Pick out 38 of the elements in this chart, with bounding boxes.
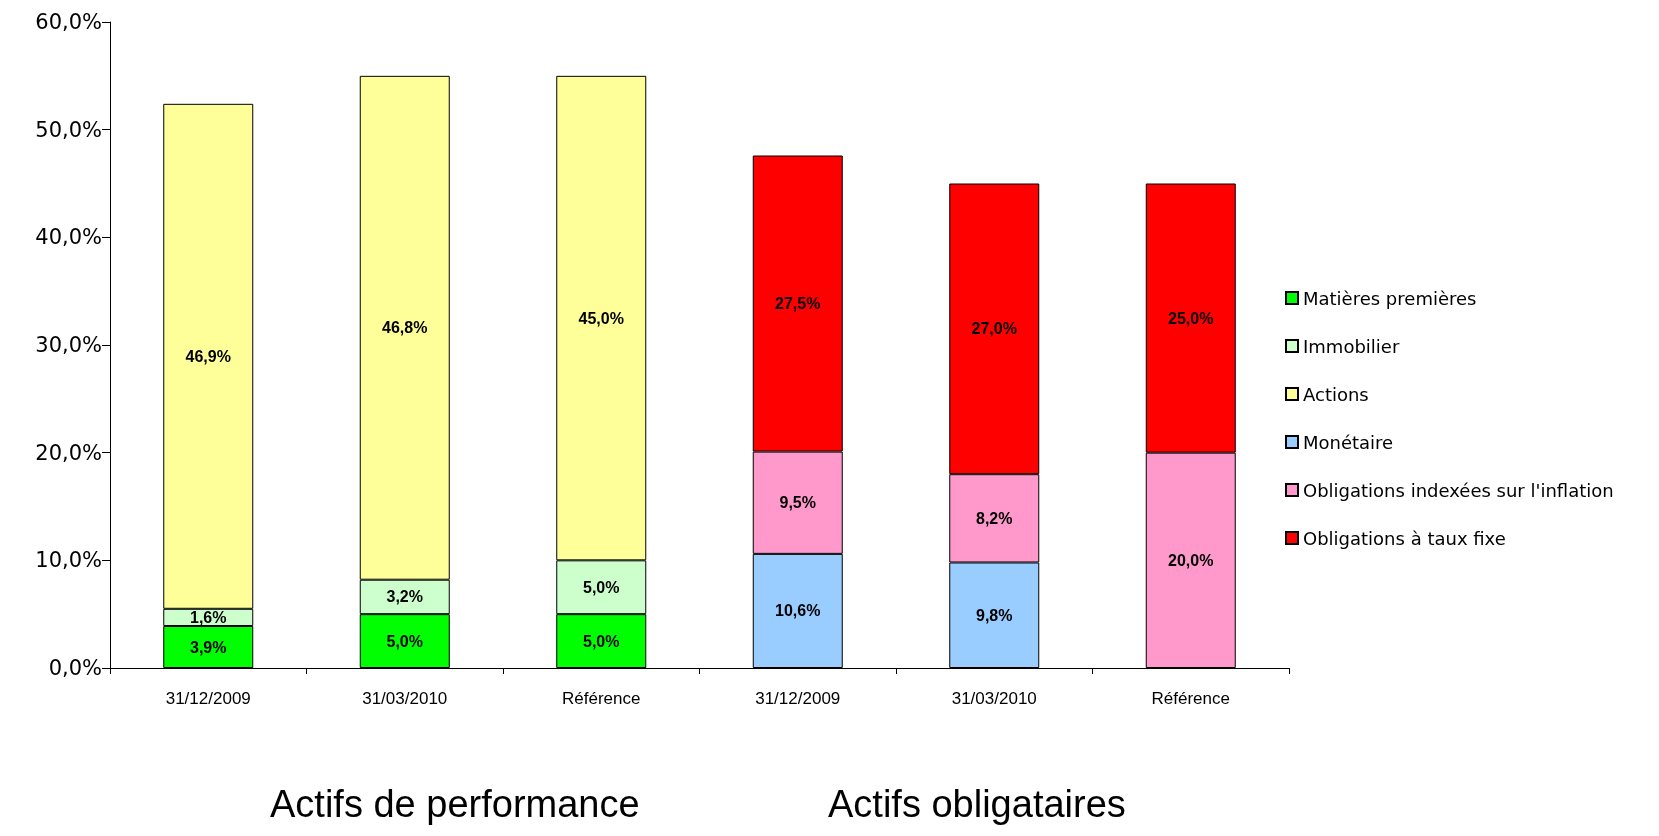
legend-label: Matières premières — [1303, 287, 1477, 309]
y-tick-label: 30,0% — [35, 333, 102, 357]
legend-label: Monétaire — [1303, 431, 1394, 453]
data-label: 9,8% — [976, 606, 1013, 624]
text: Actifs obligataires — [828, 783, 1126, 825]
y-tick-label: 0,0% — [48, 656, 102, 680]
y-tick-label: 50,0% — [35, 117, 102, 142]
data-label: 25,0% — [1168, 309, 1214, 327]
y-tick-label: 60,0% — [35, 10, 102, 34]
data-label: 5,0% — [386, 632, 423, 650]
data-label: 46,8% — [382, 319, 428, 337]
data-label: 9,5% — [779, 494, 816, 512]
data-label: 45,0% — [578, 309, 624, 327]
data-label: 27,0% — [971, 320, 1017, 338]
x-tick-label: 31/12/2009 — [165, 689, 251, 708]
legend-label: Immobilier — [1303, 335, 1400, 357]
legend-label: Actions — [1303, 383, 1369, 405]
y-tick-label: 20,0% — [35, 440, 102, 465]
data-label: 3,9% — [190, 638, 227, 656]
x-tick-label: 31/03/2010 — [951, 689, 1037, 708]
legend-label: Obligations indexées sur l'inflation — [1303, 479, 1614, 501]
data-label: 1,6% — [190, 608, 227, 626]
x-tick-label: 31/12/2009 — [755, 689, 841, 708]
text: Actifs de performance — [270, 783, 640, 825]
y-tick-label: 10,0% — [35, 548, 102, 573]
x-tick-label: Référence — [1151, 689, 1230, 708]
data-label: 3,2% — [386, 588, 423, 606]
data-label: 27,5% — [775, 295, 821, 313]
data-label: 5,0% — [583, 632, 620, 650]
x-tick-label: Référence — [562, 689, 641, 708]
x-tick-label: 31/03/2010 — [362, 689, 448, 708]
data-label: 8,2% — [976, 509, 1013, 527]
data-label: 10,6% — [775, 602, 821, 620]
legend-label: Obligations à taux fixe — [1303, 527, 1506, 549]
data-label: 20,0% — [1168, 551, 1214, 569]
data-label: 5,0% — [583, 578, 620, 596]
data-label: 46,9% — [185, 347, 231, 365]
y-tick-label: 40,0% — [35, 225, 102, 250]
